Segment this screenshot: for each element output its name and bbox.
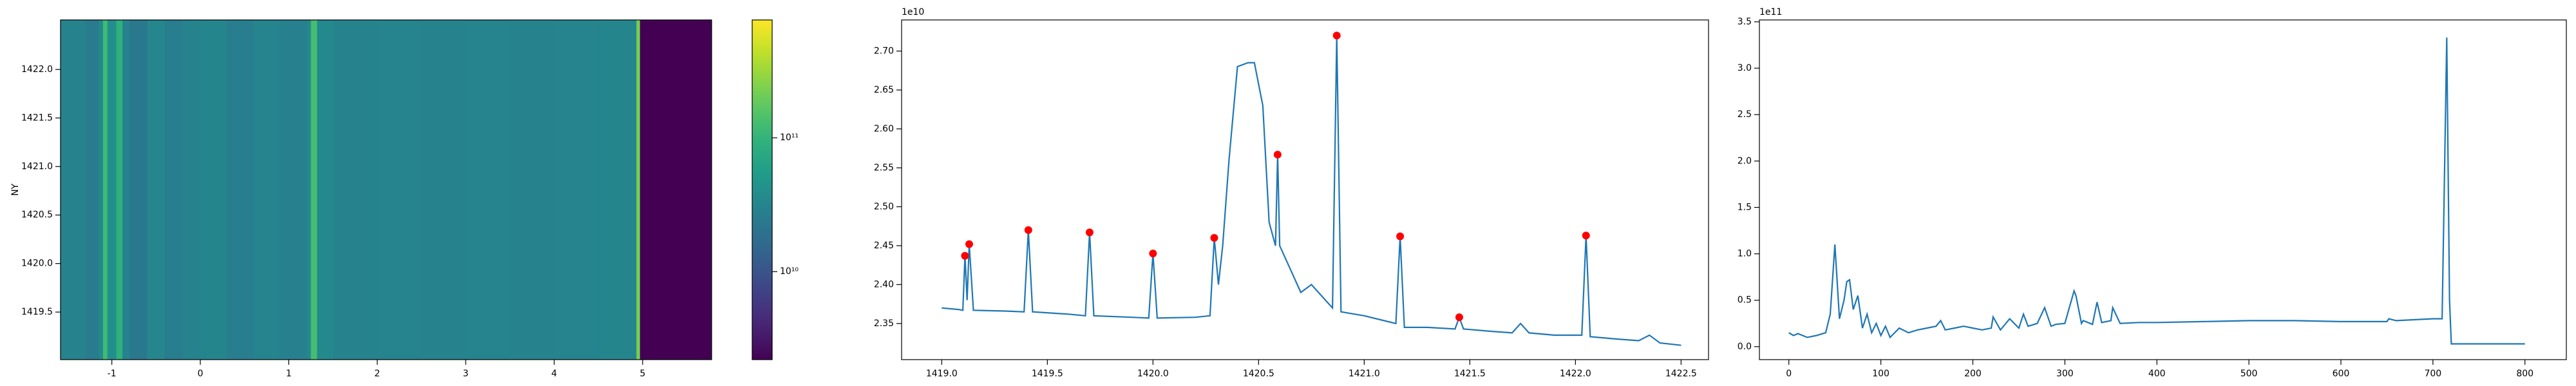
y-tick-label: 2.40	[874, 279, 894, 290]
heatmap-cell	[182, 20, 201, 360]
y-tick-label: 3.0	[1738, 63, 1752, 73]
x-tick-label: 1421.5	[1454, 369, 1486, 379]
y-tick-label: 1422.0	[21, 64, 53, 75]
heatmap-cell	[317, 20, 334, 360]
x-tick-label: 800	[2516, 369, 2533, 379]
x-tick-label: 1419.0	[926, 369, 958, 379]
axes-frame	[901, 19, 1709, 360]
y-tick-label: 2.5	[1738, 109, 1752, 120]
y-tick-label: 0.0	[1738, 342, 1752, 352]
peak-marker	[1396, 232, 1405, 241]
x-tick-label: 1421.0	[1349, 369, 1380, 379]
heatmap-cell	[227, 20, 254, 360]
y-tick-label: 1.0	[1738, 249, 1752, 259]
heatmap-cell	[116, 20, 123, 360]
heatmap-cell	[466, 20, 511, 360]
heatmap-cell	[61, 20, 86, 360]
y-tick-label: 2.35	[874, 318, 894, 329]
heatmap-cell	[85, 20, 99, 360]
x-tick-label: 0	[1786, 369, 1792, 379]
x-tick-label: 200	[1964, 369, 1982, 379]
colorbar-frame	[752, 19, 773, 360]
peak-marker	[1273, 151, 1282, 159]
y-tick-label: 2.70	[874, 46, 894, 56]
peak-marker	[1582, 232, 1590, 240]
peak-marker	[1210, 234, 1218, 242]
heatmap-cell	[421, 20, 466, 360]
peak-marker	[1149, 249, 1157, 257]
heatmap-cell	[639, 20, 712, 360]
peak-marker	[1024, 226, 1032, 234]
x-tick-label: 3	[463, 369, 469, 379]
y-tick-label: 2.65	[874, 85, 894, 95]
y-tick-label: 2.0	[1738, 156, 1752, 166]
y-offset-label: 1e10	[902, 7, 924, 17]
x-tick-label: 2	[374, 369, 380, 379]
peak-marker	[1085, 228, 1094, 237]
heatmap-cell	[636, 20, 641, 360]
y-offset-label: 1e11	[1759, 7, 1782, 17]
heatmap-cell	[310, 20, 317, 360]
x-tick-label: 600	[2333, 369, 2350, 379]
heatmap-cell	[107, 20, 117, 360]
y-axis-label: NY	[10, 183, 21, 196]
x-tick-label: 400	[2148, 369, 2166, 379]
x-tick-label: -1	[108, 369, 117, 379]
x-tick-label: 1420.5	[1243, 369, 1274, 379]
heatmap-cell	[147, 20, 166, 360]
colorbar	[752, 20, 772, 360]
heatmap-cell	[200, 20, 227, 360]
x-tick-label: 5	[639, 369, 645, 379]
x-tick-label: 1419.5	[1032, 369, 1063, 379]
y-tick-label: 1419.5	[21, 307, 53, 317]
heatmap-cell	[129, 20, 148, 360]
y-tick-label: 3.5	[1738, 17, 1752, 27]
heatmap-cell	[122, 20, 130, 360]
colorbar-tick-label: 10¹⁰	[780, 266, 799, 277]
x-tick-label: 300	[2056, 369, 2074, 379]
line	[942, 35, 1681, 346]
x-tick-label: 0	[198, 369, 204, 379]
peak-marker	[961, 252, 969, 260]
y-tick-label: 2.55	[874, 163, 894, 173]
y-tick-label: 1421.0	[21, 161, 53, 172]
colorbar-tick-label: 10¹¹	[780, 133, 799, 143]
y-tick-label: 1420.5	[21, 210, 53, 220]
y-tick-label: 1420.0	[21, 259, 53, 269]
heatmap-cell	[333, 20, 378, 360]
heatmap-cell	[99, 20, 104, 360]
heatmap-cell	[554, 20, 599, 360]
y-tick-label: 1.5	[1738, 202, 1752, 212]
heatmap-cell	[165, 20, 184, 360]
x-tick-label: 4	[551, 369, 557, 379]
heatmap-cell	[509, 20, 554, 360]
x-tick-label: 1420.0	[1137, 369, 1169, 379]
axes-frame	[60, 19, 712, 360]
y-tick-label: 1421.5	[21, 113, 53, 123]
peak-marker	[965, 240, 973, 248]
heatmap-cell	[598, 20, 637, 360]
axes-frame	[1759, 19, 2567, 360]
heatmap-cell	[253, 20, 281, 360]
x-tick-label: 100	[1872, 369, 1889, 379]
x-tick-label: 700	[2424, 369, 2441, 379]
x-tick-label: 1	[286, 369, 292, 379]
heatmap-cell	[306, 20, 312, 360]
y-tick-label: 2.50	[874, 201, 894, 212]
y-tick-label: 0.5	[1738, 295, 1752, 306]
heatmap-cell	[102, 20, 108, 360]
line	[1788, 37, 2525, 345]
y-tick-label: 2.60	[874, 124, 894, 134]
peak-marker	[1455, 313, 1463, 322]
x-tick-label: 1422.0	[1560, 369, 1591, 379]
heatmap-cell	[279, 20, 307, 360]
peak-marker	[1332, 32, 1341, 40]
y-tick-label: 2.45	[874, 241, 894, 251]
heatmap-cell	[377, 20, 422, 360]
x-tick-label: 500	[2240, 369, 2258, 379]
x-tick-label: 1422.5	[1665, 369, 1697, 379]
